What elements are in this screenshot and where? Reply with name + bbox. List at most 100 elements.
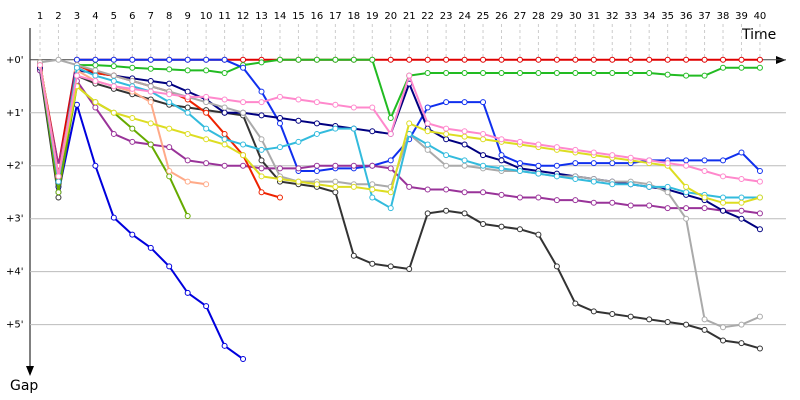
data-point <box>738 340 745 347</box>
data-point <box>516 70 523 77</box>
data-point <box>387 263 394 270</box>
data-point <box>738 175 745 182</box>
data-point <box>553 263 560 270</box>
x-tick-label: 26 <box>495 11 508 22</box>
data-point <box>276 144 283 151</box>
data-point <box>55 56 62 63</box>
data-point <box>221 136 228 143</box>
x-tick-label: 15 <box>292 11 305 22</box>
data-point <box>738 321 745 328</box>
data-point <box>646 316 653 323</box>
data-point <box>535 56 542 63</box>
data-point <box>406 183 413 190</box>
data-point <box>73 101 80 108</box>
data-point <box>276 120 283 127</box>
data-point <box>166 91 173 98</box>
data-point <box>184 289 191 296</box>
data-point <box>738 149 745 156</box>
data-point <box>424 186 431 193</box>
data-point <box>535 170 542 177</box>
data-point <box>332 189 339 196</box>
data-point <box>387 115 394 122</box>
data-point <box>720 199 727 206</box>
x-tick-label: 1 <box>37 11 43 22</box>
data-point <box>480 162 487 169</box>
data-point <box>295 178 302 185</box>
data-point <box>92 72 99 79</box>
x-tick-label: 34 <box>643 11 656 22</box>
data-point <box>535 162 542 169</box>
series-line <box>39 58 760 177</box>
data-point <box>609 152 616 159</box>
data-point <box>443 162 450 169</box>
data-point <box>480 152 487 159</box>
data-point <box>461 157 468 164</box>
data-point <box>572 300 579 307</box>
x-tick-label: 5 <box>111 11 117 22</box>
data-point <box>406 56 413 63</box>
data-point <box>387 56 394 63</box>
data-point <box>110 109 117 116</box>
data-point <box>646 56 653 63</box>
data-point <box>535 141 542 148</box>
data-point <box>572 197 579 204</box>
x-tick-label: 17 <box>329 11 342 22</box>
data-point <box>110 77 117 84</box>
data-point <box>258 165 265 172</box>
data-point <box>313 162 320 169</box>
data-point <box>295 56 302 63</box>
data-point <box>240 141 247 148</box>
x-tick-label: 31 <box>587 11 600 22</box>
data-point <box>738 56 745 63</box>
data-point <box>184 213 191 220</box>
data-point <box>424 141 431 148</box>
data-point <box>258 99 265 106</box>
data-point <box>683 321 690 328</box>
data-point <box>92 162 99 169</box>
data-point <box>701 205 708 212</box>
data-point <box>37 62 43 69</box>
data-point <box>590 160 597 167</box>
data-point <box>387 165 394 172</box>
data-point <box>221 96 228 103</box>
data-point <box>129 125 136 132</box>
data-point <box>553 144 560 151</box>
data-point <box>110 214 117 221</box>
data-point <box>756 64 763 71</box>
data-point <box>480 56 487 63</box>
series-line <box>39 70 761 350</box>
data-point <box>166 144 173 151</box>
data-point <box>609 199 616 206</box>
x-tick-label: 20 <box>384 11 397 22</box>
data-point <box>313 56 320 63</box>
x-tick-label: 24 <box>458 11 471 22</box>
data-point <box>240 99 247 106</box>
data-point <box>756 178 763 185</box>
data-point <box>609 160 616 167</box>
data-point <box>129 85 136 92</box>
data-point <box>203 303 210 310</box>
data-point <box>424 56 431 63</box>
data-point <box>590 308 597 315</box>
x-tick-label: 13 <box>255 11 268 22</box>
data-point <box>240 109 247 116</box>
data-point <box>646 157 653 164</box>
data-point <box>295 165 302 172</box>
data-point <box>221 130 228 137</box>
data-point <box>590 149 597 156</box>
data-point <box>203 160 210 167</box>
x-tick-label: 9 <box>184 11 190 22</box>
x-tick-label: 11 <box>218 11 231 22</box>
x-tick-label: 12 <box>237 11 250 22</box>
data-point <box>166 173 173 180</box>
data-point <box>240 64 247 71</box>
x-tick-label: 18 <box>347 11 360 22</box>
data-point <box>664 318 671 325</box>
data-point <box>332 162 339 169</box>
x-tick-label: 10 <box>200 11 213 22</box>
data-point <box>240 56 247 63</box>
data-point <box>424 104 431 111</box>
data-point <box>480 130 487 137</box>
data-point <box>461 162 468 169</box>
